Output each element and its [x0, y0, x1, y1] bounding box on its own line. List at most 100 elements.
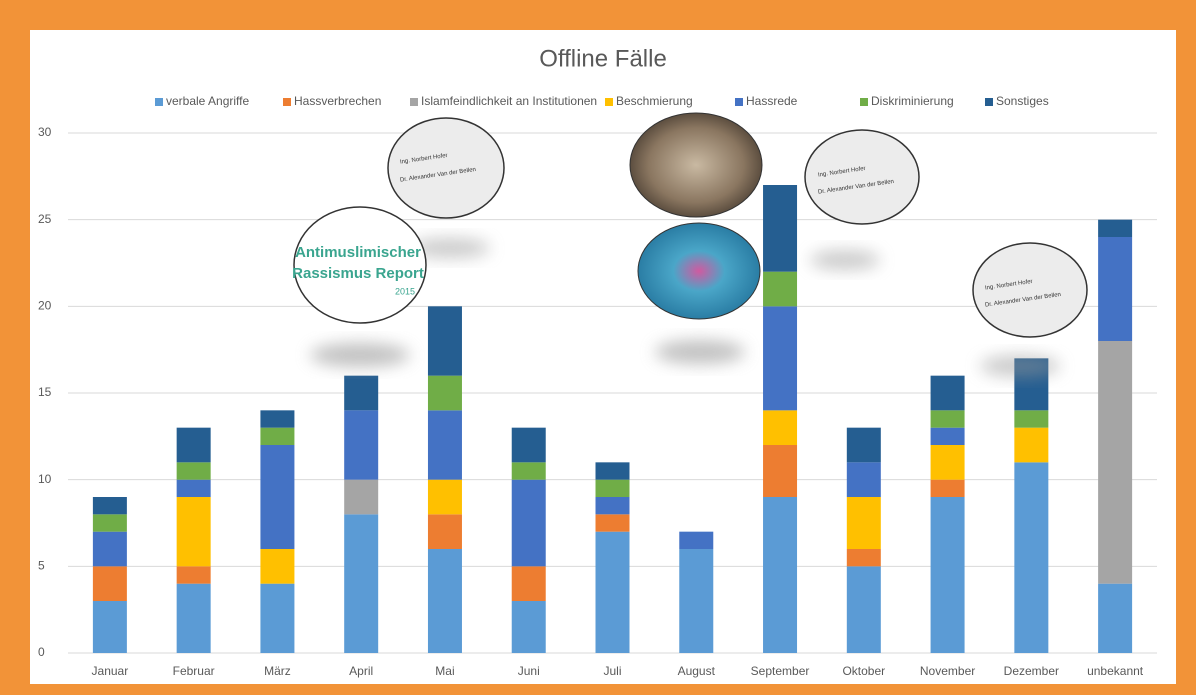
- bar-segment: [931, 445, 965, 480]
- legend-label: Diskriminierung: [871, 94, 954, 108]
- photo: [630, 113, 762, 217]
- bar-segment: [428, 514, 462, 549]
- badge-text: Antimuslimischer: [295, 244, 421, 261]
- bar-segment: [931, 376, 965, 411]
- x-tick-label: März: [264, 664, 291, 678]
- bar-segment: [93, 601, 127, 653]
- bar-segment: [428, 376, 462, 411]
- bar-segment: [1098, 220, 1132, 237]
- bar-segment: [763, 185, 797, 272]
- bar-segment: [177, 462, 211, 479]
- bar-segment: [931, 428, 965, 445]
- bar-segment: [763, 497, 797, 653]
- page: {"chart_data": {"type": "stacked_bar", "…: [0, 0, 1196, 695]
- bar-segment: [931, 497, 965, 653]
- legend-swatch: [605, 98, 613, 106]
- bar-segment: [512, 480, 546, 567]
- legend-swatch: [860, 98, 868, 106]
- bar-segment: [93, 514, 127, 531]
- legend-swatch: [283, 98, 291, 106]
- x-tick-label: Mai: [435, 664, 454, 678]
- bar-segment: [344, 410, 378, 479]
- bar-segment: [1014, 428, 1048, 463]
- bar-segment: [931, 410, 965, 427]
- bar-segment: [177, 584, 211, 653]
- bar-segment: [512, 462, 546, 479]
- y-tick-label: 0: [38, 645, 45, 659]
- legend-swatch: [155, 98, 163, 106]
- bar-segment: [344, 376, 378, 411]
- bar-segment: [428, 410, 462, 479]
- bar-segment: [93, 532, 127, 567]
- x-tick-label: Juli: [603, 664, 621, 678]
- bar-segment: [93, 497, 127, 514]
- bar-segment: [177, 566, 211, 583]
- ballot: Ing. Norbert Hofer Dr. Alexander Van der…: [805, 130, 919, 224]
- bar-segment: [93, 566, 127, 601]
- bar-segment: [596, 480, 630, 497]
- bar-segment: [847, 566, 881, 653]
- bar-segment: [1098, 584, 1132, 653]
- ballot: Ing. Norbert Hofer Dr. Alexander Van der…: [388, 118, 504, 218]
- bar-segment: [1098, 237, 1132, 341]
- bar-segment: [512, 566, 546, 601]
- bar-segment: [260, 410, 294, 427]
- shadow: [980, 355, 1060, 377]
- bar-segment: [512, 601, 546, 653]
- bar-segment: [1014, 462, 1048, 653]
- y-tick-label: 20: [38, 299, 52, 313]
- bar-segment: [931, 480, 965, 497]
- bar-segment: [847, 428, 881, 463]
- bar-segment: [679, 532, 713, 549]
- x-tick-label: Februar: [173, 664, 215, 678]
- legend-swatch: [410, 98, 418, 106]
- x-tick-label: Juni: [518, 664, 540, 678]
- legend-label: Islamfeindlichkeit an Institutionen: [421, 94, 597, 108]
- bar-segment: [847, 497, 881, 549]
- bar-segment: [428, 549, 462, 653]
- chart-title: Offline Fälle: [539, 45, 667, 72]
- x-tick-label: Dezember: [1004, 664, 1059, 678]
- y-tick-label: 10: [38, 472, 52, 486]
- y-tick-label: 15: [38, 385, 52, 399]
- y-tick-label: 30: [38, 125, 52, 139]
- shadow: [810, 250, 880, 270]
- bar-segment: [596, 497, 630, 514]
- legend-label: verbale Angriffe: [166, 94, 249, 108]
- y-tick-label: 5: [38, 559, 45, 573]
- photo: [638, 223, 760, 319]
- bar-segment: [344, 480, 378, 515]
- bar-segment: [177, 428, 211, 463]
- y-tick-label: 25: [38, 212, 52, 226]
- legend-label: Sonstiges: [996, 94, 1049, 108]
- bar-segment: [260, 584, 294, 653]
- bar-segment: [763, 306, 797, 410]
- bar-segment: [596, 532, 630, 653]
- legend-swatch: [985, 98, 993, 106]
- legend-label: Hassrede: [746, 94, 798, 108]
- badge-text: 2015: [395, 286, 415, 296]
- chart: Offline Fälle 0 5 10 15 20 25 30 verbale Angrif…: [0, 0, 1196, 695]
- x-tick-label: September: [751, 664, 810, 678]
- legend-label: Hassverbrechen: [294, 94, 381, 108]
- bar-segment: [260, 445, 294, 549]
- bar-segment: [679, 549, 713, 653]
- x-tick-label: August: [678, 664, 716, 678]
- x-tick-label: November: [920, 664, 975, 678]
- x-tick-label: unbekannt: [1087, 664, 1144, 678]
- bar-segment: [763, 410, 797, 445]
- bar-segment: [344, 514, 378, 653]
- legend-swatch: [735, 98, 743, 106]
- bar-segment: [1014, 410, 1048, 427]
- bar-segment: [847, 549, 881, 566]
- bar-segment: [428, 306, 462, 375]
- bar-segment: [596, 514, 630, 531]
- bar-segment: [177, 497, 211, 566]
- shadow: [310, 343, 410, 367]
- x-tick-label: Januar: [92, 664, 129, 678]
- bar-segment: [1098, 341, 1132, 584]
- x-tick-label: Oktober: [842, 664, 885, 678]
- ballot: Ing. Norbert Hofer Dr. Alexander Van der…: [973, 243, 1087, 337]
- legend-label: Beschmierung: [616, 94, 693, 108]
- bar-segment: [512, 428, 546, 463]
